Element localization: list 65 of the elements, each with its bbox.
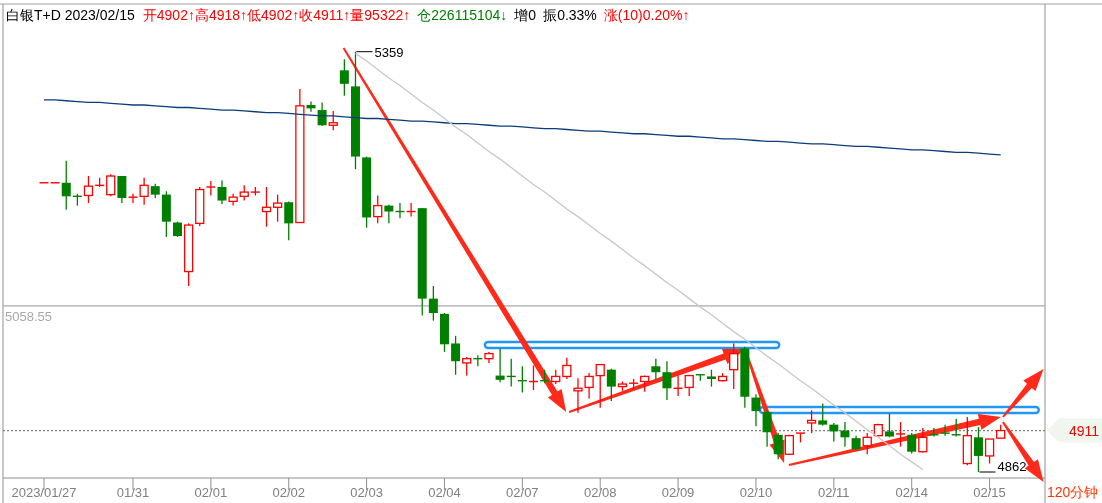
candlestick	[384, 204, 394, 225]
text: 涨(10)0.20%↑	[603, 7, 690, 23]
text: 120分钟	[1047, 484, 1099, 500]
x-tick-label: 02/04	[428, 485, 461, 500]
x-tick-label: 02/14	[895, 485, 928, 500]
candlestick	[918, 427, 928, 454]
candlestick	[762, 409, 772, 448]
x-tick-label: 2023/01/27	[11, 485, 77, 500]
x-tick-label: 02/15	[973, 485, 1006, 500]
candlestick	[217, 179, 227, 205]
candlestick	[729, 342, 739, 390]
candlestick	[907, 432, 917, 455]
candlestick	[606, 368, 616, 402]
candlestick	[895, 421, 906, 448]
text: 振0.33%	[543, 7, 597, 23]
annotation: 5359	[374, 44, 404, 60]
candlestick	[284, 200, 294, 241]
candlestick	[328, 110, 338, 131]
candlestick	[261, 186, 272, 228]
candlestick	[462, 356, 472, 377]
candlestick	[595, 363, 605, 409]
candlestick	[495, 347, 505, 384]
x-tick-label: 01/31	[116, 485, 150, 500]
candlestick	[106, 173, 116, 197]
candlestick	[562, 357, 572, 380]
candlestick	[884, 413, 894, 438]
text: 增0	[513, 7, 537, 23]
annotation: 4862	[997, 459, 1027, 474]
candlestick	[205, 180, 217, 197]
candlestick	[61, 160, 71, 211]
candlestick	[862, 432, 872, 455]
candlestick	[228, 193, 238, 207]
candlestick	[584, 372, 594, 400]
x-tick-label: 02/08	[583, 485, 617, 500]
x-tick-label: 02/01	[194, 485, 228, 500]
candlestick	[117, 175, 127, 204]
candlestick	[428, 285, 438, 322]
x-tick-label: 02/07	[506, 485, 539, 500]
candlestick	[339, 58, 349, 97]
candlestick	[984, 438, 995, 465]
candlestick	[751, 393, 761, 427]
x-tick-label: 02/11	[818, 485, 850, 500]
candlestick	[272, 193, 283, 223]
candlestick	[939, 423, 951, 437]
candlestick	[139, 177, 149, 206]
candlestick	[773, 432, 783, 460]
candlestick	[662, 360, 672, 401]
x-tick-label: 02/10	[739, 485, 773, 500]
x-tick-label: 02/03	[350, 485, 383, 500]
text: 仓226115104↓	[417, 7, 508, 23]
x-tick-label: 02/02	[272, 485, 306, 500]
candlestick	[684, 374, 694, 397]
candlestick	[651, 358, 661, 380]
candlestick	[806, 409, 817, 434]
text: 开4902↑高4918↑低4902↑收4911↑量95322↑	[142, 7, 411, 23]
candlestick	[451, 335, 461, 376]
candlestick	[83, 175, 94, 204]
x-tick-label: 02/09	[661, 485, 695, 500]
chart-title: 白银T+D 2023/02/15	[6, 7, 136, 23]
ref-line-label: 5058.55	[5, 308, 52, 324]
candlestick	[306, 100, 316, 113]
ref-line-label: 4911	[1068, 422, 1100, 439]
candlestick	[127, 193, 139, 204]
candlestick	[973, 426, 983, 473]
candlestick	[373, 194, 383, 225]
